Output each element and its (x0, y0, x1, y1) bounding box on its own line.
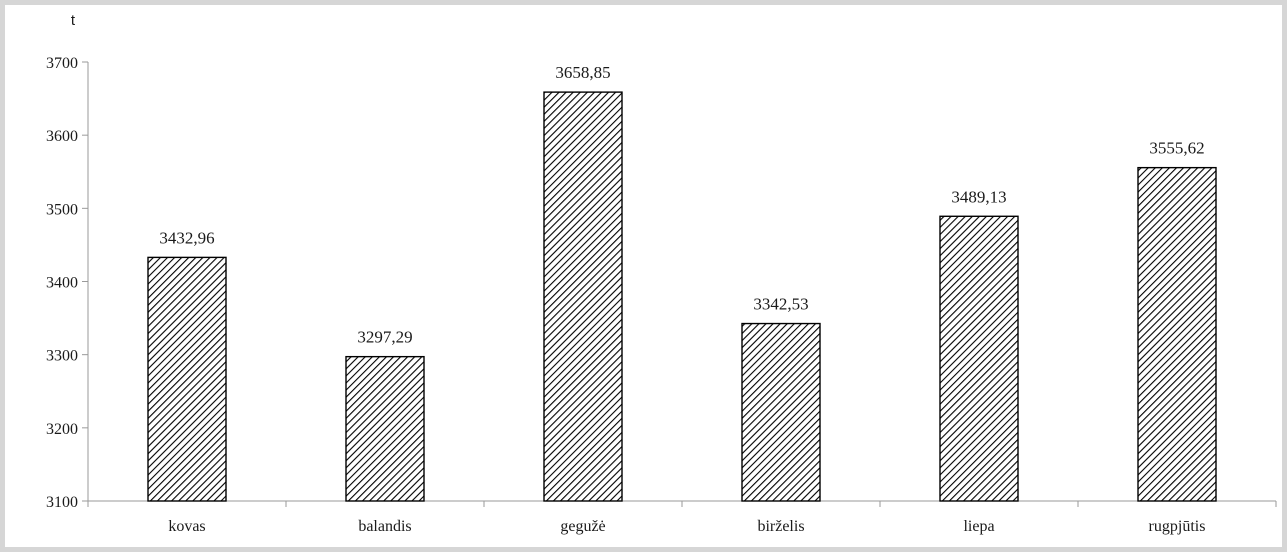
data-label-liepa: 3489,13 (951, 187, 1006, 206)
y-tick-label: 3300 (46, 348, 78, 365)
data-label-gegužė: 3658,85 (555, 63, 610, 82)
bar-kovas (147, 256, 227, 502)
data-label-balandis: 3297,29 (357, 328, 412, 347)
x-tick-label-liepa: liepa (963, 518, 994, 535)
x-tick-label-gegužė: gegužė (560, 518, 605, 535)
y-tick-label: 3200 (46, 421, 78, 438)
y-axis-unit-label: t (71, 12, 76, 29)
y-tick-label: 3700 (46, 55, 78, 72)
y-tick-label: 3400 (46, 275, 78, 292)
x-tick-label-rugpjūtis: rugpjūtis (1149, 518, 1206, 535)
bar-birželis (741, 322, 821, 502)
axes (82, 61, 1277, 507)
data-label-birželis: 3342,53 (753, 295, 808, 314)
data-label-kovas: 3432,96 (159, 228, 214, 247)
labels: 3100 3200 3300 3400 3500 3600 3700 3432,96 kovas… (46, 55, 1205, 535)
bar-liepa (939, 215, 1019, 502)
y-tick-label: 3100 (46, 494, 78, 511)
data-label-rugpjūtis: 3555,62 (1149, 139, 1204, 158)
y-tick-label: 3500 (46, 201, 78, 218)
x-tick-label-kovas: kovas (168, 518, 205, 535)
bars (147, 91, 1217, 502)
x-tick-label-balandis: balandis (358, 518, 411, 535)
bar-rugpjūtis (1137, 166, 1217, 502)
bar-gegužė (543, 91, 623, 502)
y-tick-label: 3600 (46, 128, 78, 145)
x-tick-label-birželis: birželis (757, 518, 804, 535)
bar-balandis (345, 355, 425, 502)
